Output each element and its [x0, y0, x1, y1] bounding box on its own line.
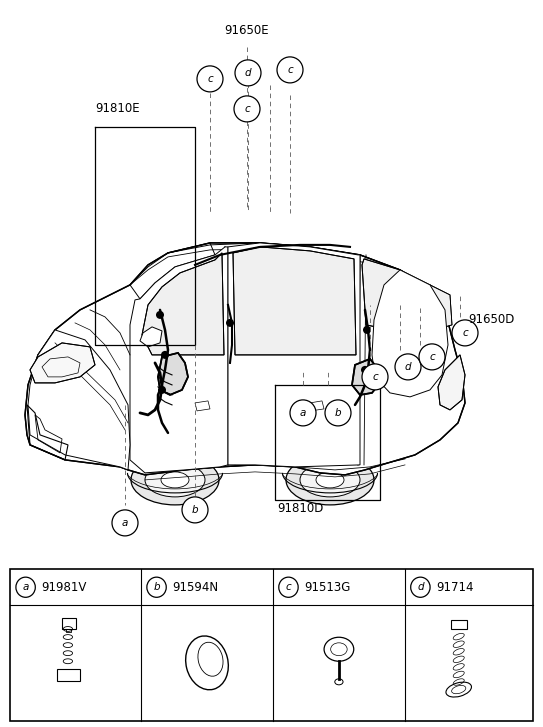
Polygon shape	[130, 247, 228, 473]
Text: 91810D: 91810D	[277, 502, 323, 515]
Ellipse shape	[316, 472, 344, 488]
Text: d: d	[405, 362, 411, 372]
Text: b: b	[334, 408, 342, 418]
Circle shape	[234, 96, 260, 122]
Circle shape	[235, 60, 261, 86]
Text: 91513G: 91513G	[304, 581, 350, 594]
Text: 91594N: 91594N	[172, 581, 218, 594]
Circle shape	[226, 319, 234, 327]
Circle shape	[325, 400, 351, 426]
Text: b: b	[192, 505, 198, 515]
Circle shape	[452, 320, 478, 346]
Circle shape	[363, 326, 371, 334]
Text: c: c	[462, 328, 468, 338]
Text: 91714: 91714	[436, 581, 473, 594]
Text: a: a	[300, 408, 306, 418]
Polygon shape	[233, 247, 356, 355]
Circle shape	[182, 497, 208, 523]
Polygon shape	[352, 359, 380, 395]
Polygon shape	[30, 343, 95, 383]
Text: c: c	[429, 352, 435, 362]
Circle shape	[419, 344, 445, 370]
Circle shape	[290, 400, 316, 426]
Polygon shape	[28, 330, 130, 470]
Polygon shape	[158, 353, 188, 395]
Circle shape	[158, 386, 166, 394]
Polygon shape	[25, 243, 465, 475]
Polygon shape	[428, 285, 452, 330]
Text: b: b	[153, 582, 160, 593]
Text: 91981V: 91981V	[41, 581, 86, 594]
Text: a: a	[22, 582, 29, 593]
Text: c: c	[287, 65, 293, 75]
Polygon shape	[142, 253, 224, 355]
Text: c: c	[207, 74, 213, 84]
Text: 91650D: 91650D	[468, 313, 514, 326]
Text: c: c	[244, 104, 250, 114]
Ellipse shape	[300, 463, 360, 497]
Ellipse shape	[131, 455, 219, 505]
Text: c: c	[372, 372, 378, 382]
Circle shape	[112, 510, 138, 536]
Text: a: a	[122, 518, 128, 528]
Polygon shape	[438, 355, 465, 410]
Ellipse shape	[161, 472, 189, 488]
Text: 91810E: 91810E	[95, 102, 140, 115]
Circle shape	[362, 364, 388, 390]
Circle shape	[147, 577, 166, 598]
Circle shape	[279, 577, 298, 598]
Polygon shape	[372, 270, 448, 397]
Text: d: d	[245, 68, 251, 78]
Circle shape	[161, 351, 169, 359]
Text: 91650E: 91650E	[225, 24, 269, 37]
Polygon shape	[228, 243, 360, 467]
Ellipse shape	[145, 463, 205, 497]
Text: d: d	[417, 582, 424, 593]
Circle shape	[16, 577, 35, 598]
Circle shape	[411, 577, 430, 598]
Ellipse shape	[286, 455, 374, 505]
Text: c: c	[286, 582, 292, 593]
Circle shape	[277, 57, 303, 83]
Circle shape	[361, 366, 369, 374]
Circle shape	[395, 354, 421, 380]
Circle shape	[197, 66, 223, 92]
Polygon shape	[362, 259, 415, 335]
Circle shape	[156, 311, 164, 319]
Polygon shape	[140, 327, 162, 347]
